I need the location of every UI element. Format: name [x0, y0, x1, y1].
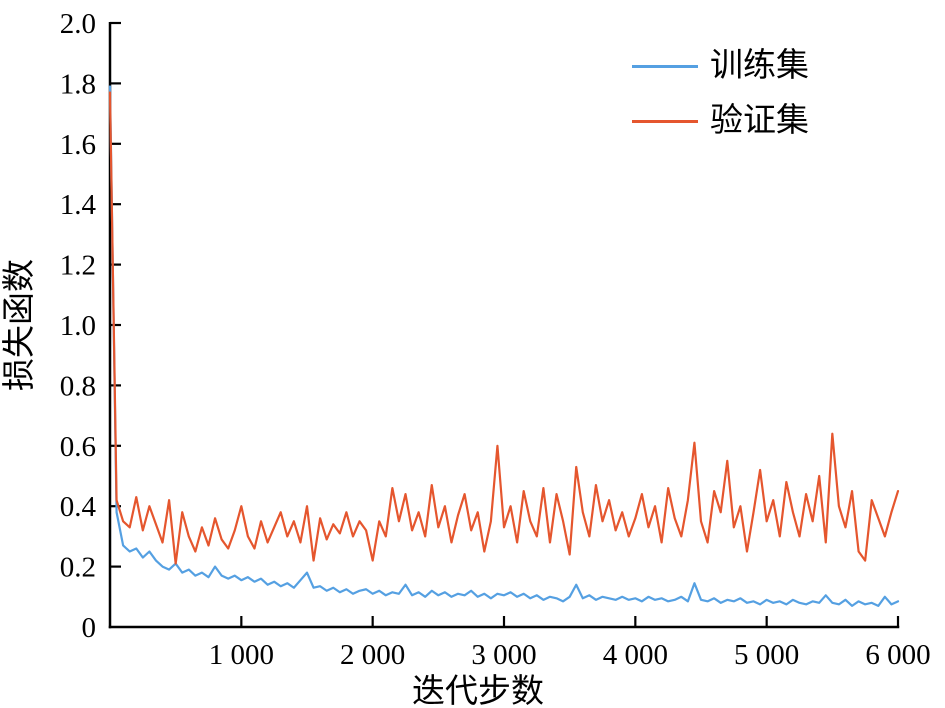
y-axis-label: 损失函数 [1, 259, 38, 391]
x-tick-label: 4 000 [603, 639, 668, 671]
legend-label-train: 训练集 [710, 48, 809, 84]
legend: 训练集 验证集 [632, 46, 809, 141]
y-tick-label: 0.4 [60, 491, 97, 523]
y-tick-label: 1.6 [60, 129, 96, 161]
y-tick-label: 1.8 [60, 68, 96, 100]
y-tick-label: 0.6 [60, 431, 96, 463]
x-tick-label: 2 000 [340, 639, 405, 671]
validation-line-swatch [632, 119, 698, 123]
x-tick-label: 6 000 [865, 639, 930, 671]
x-tick-label: 5 000 [734, 639, 799, 671]
y-tick-label: 0 [82, 612, 97, 644]
y-tick-label: 1.0 [60, 310, 96, 342]
y-tick-label: 1.2 [60, 250, 96, 282]
legend-item-validation: 验证集 [632, 101, 809, 141]
y-tick-label: 2.0 [60, 8, 96, 40]
legend-item-train: 训练集 [632, 46, 809, 86]
legend-label-validation: 验证集 [710, 103, 809, 139]
train-line-swatch [632, 64, 698, 68]
train-series-line [108, 85, 900, 607]
x-tick-label: 1 000 [209, 639, 274, 671]
y-tick-label: 0.2 [60, 552, 96, 584]
y-tick-label: 0.8 [60, 370, 96, 402]
x-tick-label: 3 000 [471, 639, 536, 671]
validation-series-line [108, 91, 900, 565]
y-tick-label: 1.4 [60, 189, 97, 221]
x-axis-label: 迭代步数 [412, 673, 544, 708]
